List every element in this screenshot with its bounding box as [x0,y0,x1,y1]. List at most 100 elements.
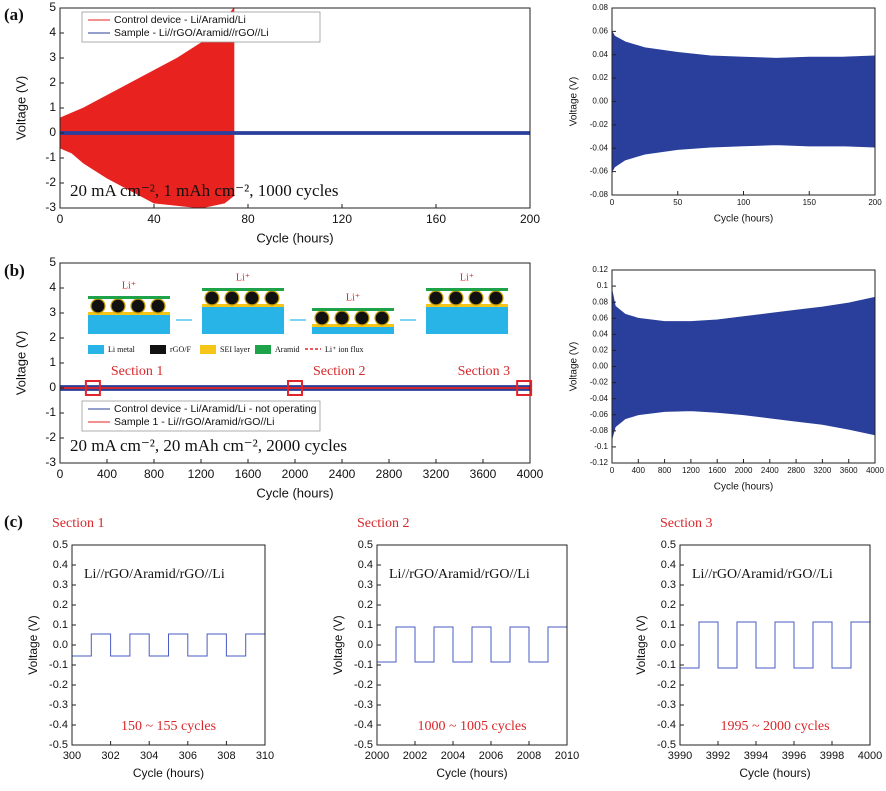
li-metal [202,306,284,334]
y-tick-label: 2 [49,75,56,89]
section-marker [84,380,101,396]
cycles-label: 1995 ~ 2000 cycles [720,719,829,734]
inset-legend-swatch [150,345,166,354]
x-tick-label: 3992 [706,750,730,762]
y-tick-label: 0.04 [592,329,608,338]
section-title: Section 2 [357,516,410,531]
y-tick-label: -0.5 [657,739,676,751]
cycles-label: 1000 ~ 1005 cycles [417,719,526,734]
y-tick-label: 0.04 [592,50,608,59]
y-tick-label: 1 [49,355,56,369]
legend-box [81,400,321,432]
x-tick-label: 1600 [235,467,262,481]
y-tick-label: -0.02 [590,378,609,387]
section-label: Section 3 [458,364,511,379]
y-tick-label: 0.1 [358,619,373,631]
x-tick-label: 160 [426,212,446,226]
x-tick-label: 3998 [820,750,844,762]
y-tick-label: -0.08 [590,426,609,435]
chart-panel: 2000 2002 2004 2006 2008 2010 -0.5 -0.4 -0.3 -0.2… [331,516,579,780]
y-tick-label: 0.00 [592,97,608,106]
x-tick-label: 3996 [782,750,806,762]
x-tick-label: 2000 [365,750,389,762]
y-tick-label: 0.00 [592,362,608,371]
x-tick-label: 0 [57,212,64,226]
y-tick-label: 0.3 [53,579,68,591]
rgo-particle [130,298,146,314]
y-tick-label: -1 [45,150,56,164]
x-tick-label: 2000 [735,466,753,475]
x-tick-label: 0 [610,198,615,207]
y-tick-label: 4 [49,280,56,294]
y-tick-label: -0.08 [590,190,609,199]
x-axis-label: Cycle (hours) [436,766,507,780]
sei-layer [202,304,284,307]
voltage-envelope [612,30,875,173]
y-tick-label: 0.4 [358,559,373,571]
y-tick-label: -0.06 [590,167,609,176]
rgo-particle [334,310,350,326]
ion-label: Li⁺ [346,292,360,303]
rgo-particle [354,310,370,326]
x-tick-label: 2800 [376,467,403,481]
section-label: Section 1 [111,364,163,379]
aramid [88,296,170,299]
x-tick-label: 4000 [858,750,882,762]
y-tick-label: -0.2 [657,679,676,691]
section-marker [516,380,533,396]
y-tick-label: 0.1 [597,281,609,290]
voltage-envelope [60,131,530,135]
legend-label: Control device - Li/Aramid/Li - not oper… [114,403,317,415]
cell-label: Li//rGO/Aramid/rGO//Li [84,567,225,582]
x-tick-label: 2400 [329,467,356,481]
legend-label: Sample - Li//rGO/Aramid//rGO//Li [114,27,269,39]
y-tick-label: -0.2 [354,679,373,691]
y-tick-label: 0 [49,125,56,139]
x-axis-label: Cycle (hours) [714,214,773,225]
section-title: Section 3 [660,516,713,531]
y-tick-label: 4 [49,25,56,39]
y-tick-label: 0 [49,380,56,394]
y-tick-label: -0.5 [49,739,68,751]
inset-legend-label: Li⁺ ion flux [325,345,363,354]
rgo-particle [468,290,484,306]
x-tick-label: 3600 [840,466,858,475]
x-tick-label: 2006 [479,750,503,762]
plot-area [60,8,530,208]
plot-area [612,290,875,439]
y-tick-label: 0.0 [53,639,68,651]
rgo-particle [204,290,220,306]
y-tick-label: -3 [45,455,56,469]
x-tick-label: 3600 [470,467,497,481]
y-tick-label: -0.1 [49,659,68,671]
x-tick-label: 308 [217,750,235,762]
x-axis-label: Cycle (hours) [256,485,333,500]
y-tick-label: 0.08 [592,297,608,306]
y-tick-label: 5 [49,0,56,14]
y-tick-label: 0.2 [358,599,373,611]
rgo-particle [90,298,106,314]
y-tick-label: -0.1 [657,659,676,671]
rgo-particle [448,290,464,306]
y-tick-label: 0.12 [592,265,608,274]
x-tick-label: 2004 [441,750,465,762]
aramid [426,288,508,291]
rgo-particle [244,290,260,306]
inset-legend-label: Aramid [275,345,299,354]
x-tick-label: 50 [673,198,682,207]
x-tick-label: 300 [63,750,81,762]
x-tick-label: 1200 [188,467,215,481]
rgo-particle [264,290,280,306]
rgo-particle [488,290,504,306]
x-tick-label: 2010 [555,750,579,762]
y-tick-label: -1 [45,405,56,419]
y-axis-label: Voltage (V) [331,615,345,674]
cell-label: Li//rGO/Aramid/rGO//Li [389,567,530,582]
sei-layer [426,304,508,307]
chart-panel: 3990 3992 3994 3996 3998 4000 -0.5 -0.4 -0.3 -0.2… [634,516,882,780]
section-label: Section 2 [313,364,366,379]
li-metal [312,326,394,334]
x-tick-label: 2008 [517,750,541,762]
